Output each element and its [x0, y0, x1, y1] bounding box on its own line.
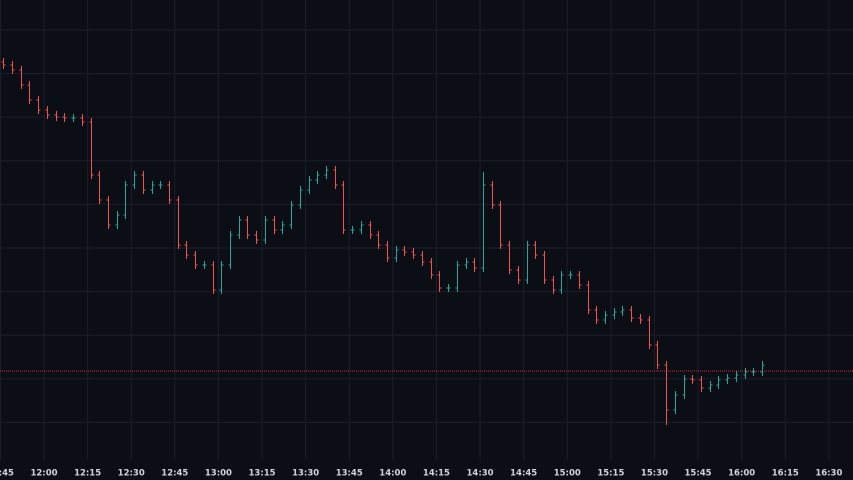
x-tick-label: 15:00 — [554, 469, 581, 479]
x-tick-label: 12:00 — [30, 469, 57, 479]
x-tick-label: 15:30 — [641, 469, 668, 479]
x-tick-label: 13:15 — [248, 469, 275, 479]
x-tick-label: 13:00 — [205, 469, 232, 479]
x-tick-label: 12:30 — [118, 469, 145, 479]
x-tick-label: 12:45 — [161, 469, 188, 479]
x-tick-label: 14:15 — [423, 469, 450, 479]
x-tick-label: 15:45 — [685, 469, 712, 479]
x-tick-label: 14:30 — [467, 469, 494, 479]
x-tick-label: 16:30 — [815, 469, 842, 479]
x-tick-label: 16:15 — [772, 469, 799, 479]
x-tick-label: 11:45 — [0, 469, 14, 479]
x-tick-label: 12:15 — [74, 469, 101, 479]
x-tick-label: 13:30 — [292, 469, 319, 479]
x-tick-label: 15:15 — [597, 469, 624, 479]
x-tick-label: 14:00 — [379, 469, 406, 479]
x-tick-label: 14:45 — [510, 469, 537, 479]
x-tick-label: 13:45 — [336, 469, 363, 479]
x-tick-label: 16:00 — [728, 469, 755, 479]
